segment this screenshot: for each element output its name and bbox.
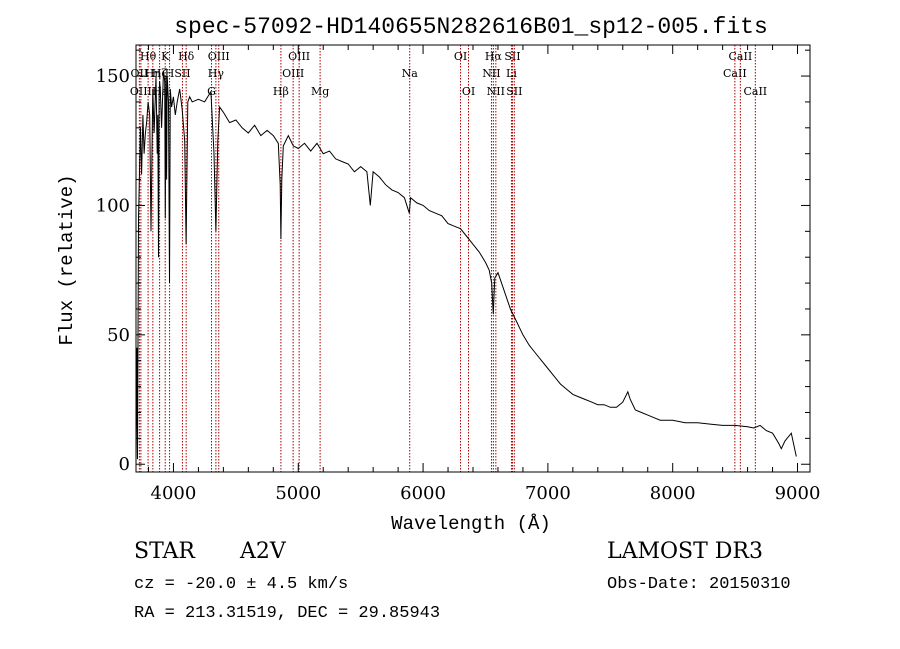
obs-date-readout: Obs-Date: 20150310 xyxy=(607,575,791,594)
line-marker-label: OIII xyxy=(208,50,230,63)
line-marker-label: CaII xyxy=(723,67,747,80)
line-marker-label: G xyxy=(207,85,216,98)
line-marker-label: SII xyxy=(174,67,190,80)
line-marker-label: Hη xyxy=(145,67,161,80)
coordinates-readout: RA = 213.31519, DEC = 29.85943 xyxy=(134,604,441,623)
line-marker-label: Hζ xyxy=(152,67,168,80)
redshift-readout: cz = -20.0 ± 4.5 km/s xyxy=(134,575,349,594)
line-marker-label: Mg xyxy=(311,85,329,98)
line-marker-label: Hδ xyxy=(178,50,195,63)
x-tick-label: 9000 xyxy=(775,483,821,504)
line-marker-label: Hθ xyxy=(140,50,157,63)
y-axis-label: Flux (relative) xyxy=(56,174,78,345)
line-marker-label: CaII xyxy=(729,50,753,63)
line-marker-label: Li xyxy=(506,67,517,80)
line-marker-label: H xyxy=(165,67,175,80)
line-marker-label: NII xyxy=(487,85,505,98)
line-marker-label: SII xyxy=(504,50,520,63)
line-marker-label: Hγ xyxy=(208,67,225,80)
spectral-type-label: A2V xyxy=(240,539,286,564)
line-marker-label: OIII xyxy=(288,50,310,63)
line-marker-label: SII xyxy=(506,85,522,98)
line-marker-label: OIII xyxy=(130,85,152,98)
x-tick-label: 6000 xyxy=(400,483,446,504)
x-tick-label: 7000 xyxy=(525,483,571,504)
line-marker-label: OI xyxy=(462,85,475,98)
plot-frame xyxy=(135,44,811,473)
y-tick-label: 50 xyxy=(107,325,130,346)
line-marker-label: NII xyxy=(482,67,500,80)
y-tick-label: 100 xyxy=(96,195,130,216)
line-marker-label: Na xyxy=(402,67,419,80)
x-tick-label: 4000 xyxy=(151,483,197,504)
line-marker-label: K xyxy=(161,50,170,63)
x-tick-label: 8000 xyxy=(650,483,696,504)
line-marker-label: OII xyxy=(131,67,149,80)
line-marker-label: Hα xyxy=(485,50,503,63)
spectrum-chart: spec-57092-HD140655N282616B01_sp12-005.f… xyxy=(56,14,821,535)
y-tick-label: 0 xyxy=(119,454,130,475)
survey-label: LAMOST DR3 xyxy=(607,539,763,564)
x-tick-label: 5000 xyxy=(275,483,321,504)
line-marker-label: CaII xyxy=(743,85,767,98)
object-class-label: STAR xyxy=(134,539,195,564)
line-marker-label: OI xyxy=(454,50,467,63)
spectrum-series-line xyxy=(135,70,797,465)
x-axis-label: Wavelength (Å) xyxy=(391,513,551,535)
y-tick-label: 150 xyxy=(96,66,130,87)
line-marker-label: OIII xyxy=(282,67,304,80)
axis-ticks: 4000 5000 6000 7000 8000 9000 0 50 100 150 xyxy=(96,45,821,504)
chart-title: spec-57092-HD140655N282616B01_sp12-005.f… xyxy=(174,14,768,40)
line-marker-label: Hβ xyxy=(273,85,289,98)
